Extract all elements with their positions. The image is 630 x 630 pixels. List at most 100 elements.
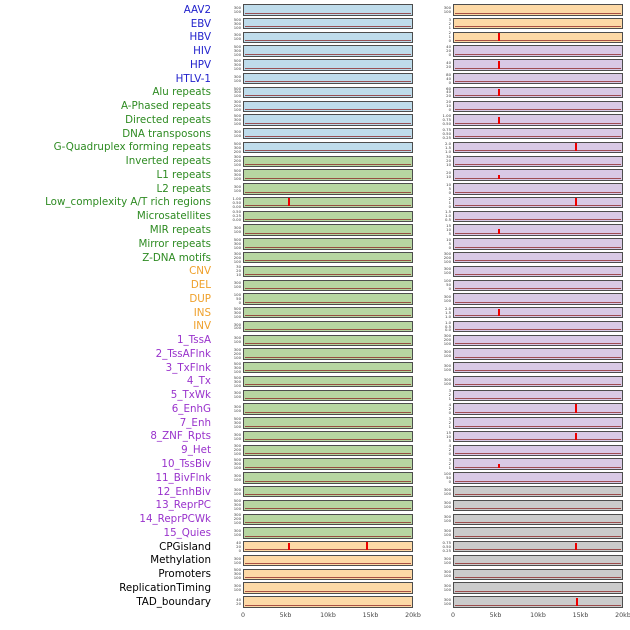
y-axis-tick-label: 300 xyxy=(233,61,241,67)
y-axis-tick-label: 300 xyxy=(443,500,451,506)
density-baseline xyxy=(455,274,621,276)
x-axis-tick-label: 20kb xyxy=(615,611,630,619)
y-axis-tick-label: 0.25 xyxy=(442,547,451,553)
y-axis-tick-label: 300 xyxy=(443,349,451,355)
density-spike xyxy=(497,464,500,468)
density-baseline xyxy=(455,535,621,537)
track-row: ReplicationTiming 300 100 300 100 xyxy=(0,581,630,595)
y-axis-ticks-left: 300 100 xyxy=(216,72,243,86)
density-panel-left xyxy=(243,320,413,333)
y-axis-tick-label: 20 xyxy=(446,93,451,99)
density-spike xyxy=(497,308,500,317)
y-axis-tick-label: 100 xyxy=(233,52,241,58)
y-axis-ticks-right: 80 40 0 xyxy=(413,72,453,86)
y-axis-ticks-right: 300 100 xyxy=(413,499,453,513)
track-label: Directed repeats xyxy=(125,113,211,126)
track-label: 6_EnhG xyxy=(171,402,211,415)
y-axis-tick-label: 3 xyxy=(448,457,451,463)
y-axis-tick-label: 100 xyxy=(233,435,241,441)
density-panel-right xyxy=(453,403,623,415)
track-label: Microsatellites xyxy=(136,210,211,223)
y-axis-tick-label: 0.5 xyxy=(444,323,451,329)
y-axis-tick-label: 3 xyxy=(448,388,451,394)
density-panel-left xyxy=(243,334,413,346)
track-label: 10_TssBiv xyxy=(161,458,211,470)
track-label: HPV xyxy=(190,58,211,71)
density-baseline xyxy=(245,53,411,55)
density-panel-right xyxy=(453,417,623,429)
y-axis-tick-label: 300 xyxy=(233,48,241,54)
y-axis-tick-label: 100 xyxy=(233,284,241,290)
density-panel-left xyxy=(243,17,413,30)
y-axis-tick-label: 300 xyxy=(443,333,451,339)
density-panel-right xyxy=(453,320,623,333)
track-label: Promoters xyxy=(158,568,211,581)
y-axis-tick-label: 100 xyxy=(233,176,241,182)
density-panel-right xyxy=(453,444,623,457)
track-row: G-Quadruplex forming repeats 500 300 200 2.0… xyxy=(0,141,630,155)
density-baseline xyxy=(245,136,411,138)
y-axis-ticks-right: 100 50 0 xyxy=(413,471,453,485)
track-label: Low_complexity A/T rich regions xyxy=(45,196,211,209)
y-axis-tick-label: 500 xyxy=(233,16,241,22)
density-baseline xyxy=(455,246,621,248)
track-row: CPGisland 40 20 0 0.75 0.50 0.25 xyxy=(0,540,630,554)
density-panel-left xyxy=(243,430,413,443)
track-label: L2 repeats xyxy=(156,182,212,195)
density-panel-left xyxy=(243,169,413,181)
density-spike xyxy=(497,228,500,234)
density-panel-right xyxy=(453,183,623,195)
y-axis-ticks-left: 30 20 10 xyxy=(216,265,243,279)
y-axis-tick-label: 30 xyxy=(446,154,451,160)
x-axis-tick-label: 5kb xyxy=(279,611,292,619)
track-label: DUP xyxy=(189,292,211,305)
density-panel-right xyxy=(453,485,623,498)
y-axis-tick-label: 300 xyxy=(233,335,241,341)
density-panel-right xyxy=(453,293,623,305)
density-baseline xyxy=(245,508,411,510)
track-label: L1 repeats xyxy=(156,168,212,181)
density-baseline xyxy=(455,425,621,427)
y-axis-ticks-left: 300 200 100 xyxy=(216,512,243,526)
density-spike xyxy=(288,198,291,207)
y-axis-ticks-left: 300 100 xyxy=(216,430,243,444)
y-axis-tick-label: 1.00 xyxy=(232,195,241,201)
density-panel-left xyxy=(243,224,413,236)
y-axis-ticks-left: 500 300 100 xyxy=(216,306,243,320)
density-panel-right xyxy=(453,73,623,85)
density-panel-left xyxy=(243,513,413,525)
y-axis-tick-label: 200 xyxy=(233,158,241,164)
y-axis-ticks-right: 300 100 xyxy=(413,595,453,609)
x-axis-right: 0 5kb 10kb 15kb 20kb xyxy=(451,609,630,627)
density-baseline xyxy=(245,384,411,386)
density-panel-right xyxy=(453,114,623,126)
track-row: Microsatellites 0.50 0.25 0.00 1.5 1.0 0.5 xyxy=(0,209,630,223)
y-axis-ticks-left: 500 300 100 xyxy=(216,17,243,31)
density-baseline xyxy=(245,95,411,97)
density-baseline xyxy=(455,81,621,83)
density-spike xyxy=(497,60,500,69)
y-axis-tick-label: 300 xyxy=(233,364,241,370)
density-baseline xyxy=(455,563,621,565)
y-axis-ticks-left: 300 100 xyxy=(216,388,243,402)
density-baseline xyxy=(455,453,621,455)
density-panel-left xyxy=(243,458,413,470)
y-axis-tick-label: 200 xyxy=(233,351,241,357)
track-row: DNA transposons 300 100 0.75 0.50 0.25 xyxy=(0,127,630,141)
density-baseline xyxy=(455,95,621,97)
y-axis-tick-label: 300 xyxy=(233,250,241,256)
density-panel-right xyxy=(453,210,623,223)
track-label: 5_TxWk xyxy=(170,389,211,402)
y-axis-tick-label: 10 xyxy=(446,227,451,233)
density-panel-left xyxy=(243,444,413,457)
y-axis-tick-label: 300 xyxy=(233,280,241,286)
density-panel-left xyxy=(243,210,413,223)
density-baseline xyxy=(245,425,411,427)
y-axis-tick-label: 500 xyxy=(233,140,241,146)
y-axis-tick-label: 1 xyxy=(448,423,451,429)
density-panel-left xyxy=(243,417,413,429)
y-axis-tick-label: 300 xyxy=(233,472,241,478)
y-axis-tick-label: 100 xyxy=(233,313,241,319)
y-axis-tick-label: 200 xyxy=(443,254,451,260)
